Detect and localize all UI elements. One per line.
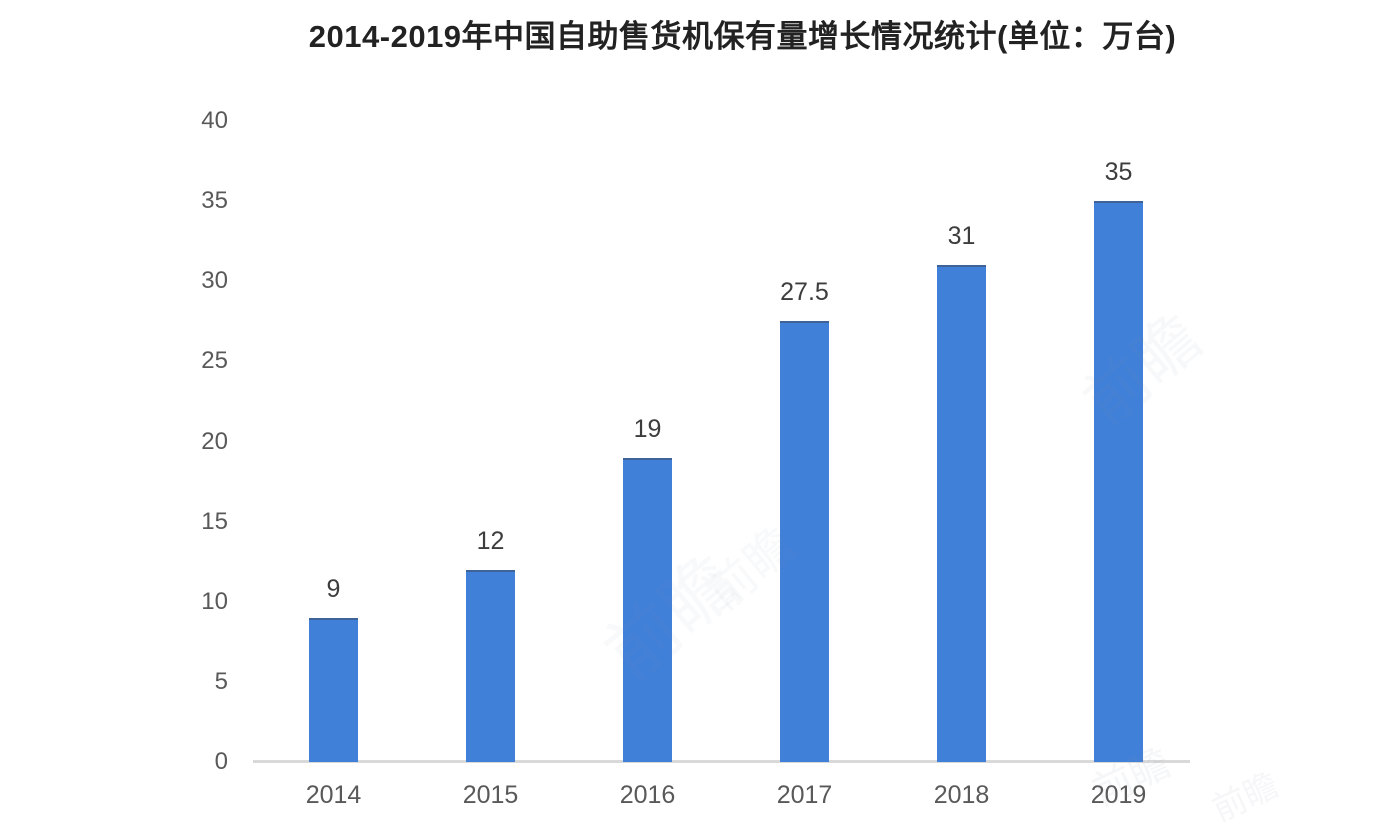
bar-2017 xyxy=(780,321,829,762)
y-tick-label: 10 xyxy=(201,587,228,615)
bar-value-label: 31 xyxy=(947,222,976,251)
bar-2016 xyxy=(623,457,672,762)
y-tick-label: 0 xyxy=(214,748,228,775)
bar-2015 xyxy=(466,569,515,762)
x-axis-line xyxy=(253,760,1190,763)
bar-2014 xyxy=(309,617,358,762)
bar-2019 xyxy=(1094,201,1143,762)
x-tick-label-2015: 2015 xyxy=(462,781,519,809)
y-tick-label: 40 xyxy=(201,107,228,134)
x-tick-label-2016: 2016 xyxy=(619,781,676,809)
bar-value-label: 27.5 xyxy=(780,278,829,307)
x-tick-label-2019: 2019 xyxy=(1090,781,1147,809)
y-tick-label: 15 xyxy=(201,507,228,535)
y-tick-label: 20 xyxy=(201,427,228,455)
x-tick-label-2014: 2014 xyxy=(305,781,362,809)
chart-title: 2014-2019年中国自助售货机保有量增长情况统计(单位：万台) xyxy=(308,19,1177,54)
y-tick-label: 30 xyxy=(201,267,228,295)
bar-value-label: 9 xyxy=(326,574,341,603)
y-tick-label: 25 xyxy=(201,347,228,375)
x-tick-label-2017: 2017 xyxy=(776,781,833,809)
bar-2018 xyxy=(937,265,986,762)
watermark-text: 前瞻 xyxy=(1206,766,1285,830)
y-tick-label: 5 xyxy=(214,667,228,695)
bar-value-label: 19 xyxy=(633,414,662,443)
bar-value-label: 12 xyxy=(476,526,505,555)
bar-value-label: 35 xyxy=(1104,158,1133,187)
y-tick-label: 35 xyxy=(201,187,228,215)
x-tick-label-2018: 2018 xyxy=(933,781,990,809)
